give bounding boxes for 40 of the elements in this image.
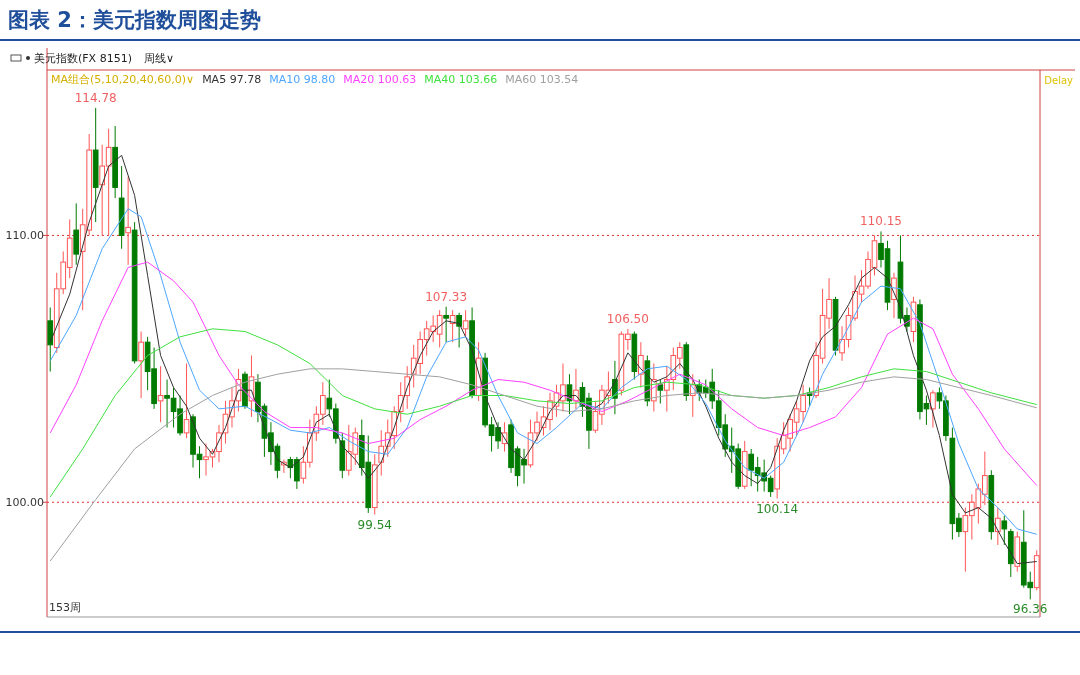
line-series [49,261,1038,486]
line-series [49,368,1038,562]
candlestick [157,365,164,423]
annotation: 100.14 [756,501,799,516]
text: MA5 97.78 [202,73,262,86]
annotation: 110.15 [859,214,902,229]
candlestick [371,453,378,516]
annotation: 99.54 [357,517,392,532]
text: MA60 103.54 [505,73,579,86]
text: 美元指数(FX 8151) [34,52,132,65]
candlestick [138,330,144,399]
candlestick [47,306,54,373]
text: MA10 98.80 [269,73,336,86]
legend-title: MA组合(5,10,20,40,60,0)∨ [51,73,195,86]
candlestick [118,165,125,250]
text: Delay [1044,75,1074,86]
text: MA40 103.66 [424,73,498,86]
candlestick [92,107,99,223]
chart-title: 图表 2：美元指数周图走势 [8,8,261,32]
line-series [49,328,1038,498]
candlestick [125,176,131,266]
text: MA20 100.63 [343,73,417,86]
candlestick [994,507,1001,546]
y-tick-label: 100.00 [5,496,44,510]
candlestick [638,341,644,389]
y-tick-label: 110.00 [5,229,44,243]
candlestick [112,125,118,199]
line-series [49,208,1038,535]
candlestick [930,389,936,429]
annotation: 114.78 [74,90,117,105]
annotation: 106.50 [606,311,649,326]
candlestick [449,309,456,343]
annotation: 153周 [49,601,81,614]
annotation: 107.33 [425,289,468,304]
candlestick [443,306,449,343]
candlestick [988,469,995,541]
annotation: 96.36 [1013,602,1048,617]
text: 周线∨ [143,52,174,65]
candlestick [456,312,462,348]
candlestick [73,202,80,266]
